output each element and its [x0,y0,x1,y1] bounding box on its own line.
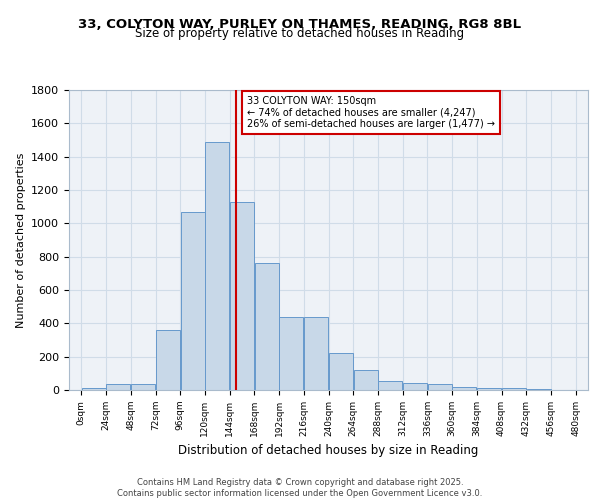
Bar [452,386,476,390]
X-axis label: Distribution of detached houses by size in Reading: Distribution of detached houses by size … [178,444,479,458]
Bar [106,384,130,390]
Bar [527,389,551,390]
Bar [205,142,229,390]
Bar [353,370,377,390]
Y-axis label: Number of detached properties: Number of detached properties [16,152,26,328]
Bar [254,264,279,390]
Bar [378,381,403,390]
Bar [403,382,427,390]
Bar [181,212,205,390]
Bar [82,388,106,390]
Bar [304,316,328,390]
Bar [230,202,254,390]
Text: 33 COLYTON WAY: 150sqm
← 74% of detached houses are smaller (4,247)
26% of semi-: 33 COLYTON WAY: 150sqm ← 74% of detached… [247,96,495,129]
Text: 33, COLYTON WAY, PURLEY ON THAMES, READING, RG8 8BL: 33, COLYTON WAY, PURLEY ON THAMES, READI… [79,18,521,30]
Bar [428,384,452,390]
Bar [280,316,304,390]
Text: Size of property relative to detached houses in Reading: Size of property relative to detached ho… [136,28,464,40]
Bar [502,388,526,390]
Bar [477,388,501,390]
Bar [329,352,353,390]
Bar [131,384,155,390]
Text: Contains HM Land Registry data © Crown copyright and database right 2025.
Contai: Contains HM Land Registry data © Crown c… [118,478,482,498]
Bar [156,330,180,390]
